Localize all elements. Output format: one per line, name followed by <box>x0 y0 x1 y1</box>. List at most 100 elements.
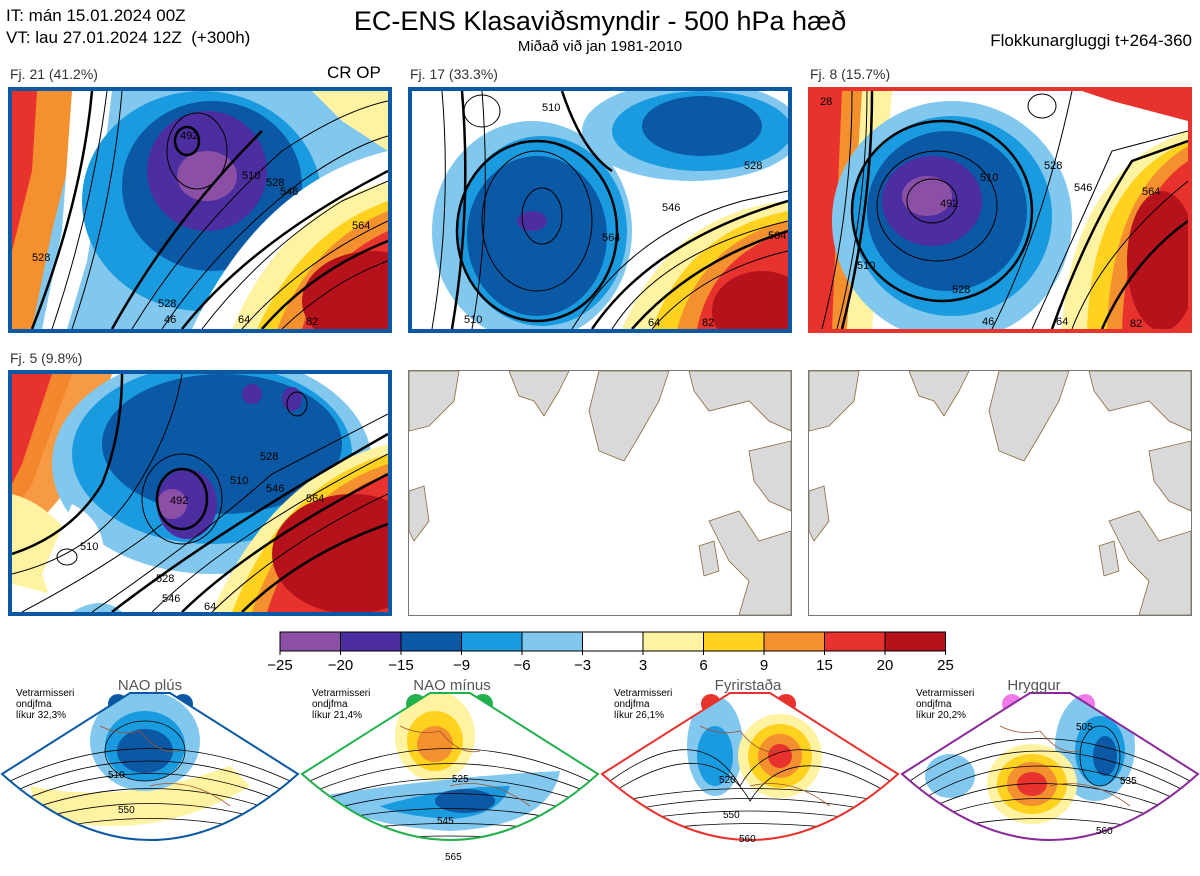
contour-label: 82 <box>702 317 714 329</box>
regime-map: 505 535 560 <box>900 692 1200 841</box>
contour-label: 564 <box>306 493 324 505</box>
regime-name: NAO plús <box>117 677 183 694</box>
contour-label: 546 <box>1074 182 1092 194</box>
colorbar-tick-label: 9 <box>760 657 768 674</box>
cluster-3-field: 28 492 510 528 546 564 510 528 46 64 82 <box>812 91 1188 329</box>
contour-label: 510 <box>230 475 248 487</box>
cluster-3-map[interactable]: 28 492 510 528 546 564 510 528 46 64 82 <box>808 87 1192 333</box>
colorbar-swatch <box>763 631 825 652</box>
contour-label: 550 <box>723 810 740 821</box>
contour-label: 510 <box>242 170 260 182</box>
colorbar-tick-label: −3 <box>574 657 591 674</box>
regime-note: Vetrarmisseri ondjfma líkur 26,1% <box>614 688 673 721</box>
regime-border <box>600 692 900 841</box>
clustering-window: Flokkunargluggi t+264-360 <box>990 31 1192 50</box>
colorbar-tick-label: −15 <box>388 657 413 674</box>
contour-label: 510 <box>464 314 482 326</box>
contour-label: 528 <box>266 177 284 189</box>
contour-label: 528 <box>156 573 174 585</box>
valid-time: VT: lau 27.01.2024 12Z (+300h) <box>6 28 251 47</box>
contour-label: 510 <box>857 260 875 272</box>
contour-label: 492 <box>940 198 958 210</box>
cluster-1-field: 492 510 528 546 564 528 528 46 64 82 <box>12 91 388 329</box>
colorbar-swatch <box>279 631 341 652</box>
cluster-4-map[interactable]: 492 510 528 546 564 510 528 546 64 <box>8 370 392 616</box>
contour-label: 510 <box>80 541 98 553</box>
contour-label: 46 <box>164 314 176 326</box>
cluster-1-tag: CR OP <box>327 63 381 82</box>
cluster-3-label: Fj. 8 (15.7%) <box>810 66 891 82</box>
empty-map-1 <box>408 370 792 616</box>
colorbar-swatch <box>461 631 523 652</box>
regime-name: NAO mínus <box>413 677 491 694</box>
cluster-2-map[interactable]: 510 564 546 528 564 510 64 82 <box>408 87 792 333</box>
contour-label: 64 <box>648 317 660 329</box>
cluster-4-label: Fj. 5 (9.8%) <box>10 350 83 366</box>
colorbar-tick-label: −9 <box>453 657 470 674</box>
contour-label: 528 <box>158 298 176 310</box>
regime-map: 510 550 <box>0 692 300 841</box>
contour-label: 528 <box>260 451 278 463</box>
contour-label: 564 <box>1142 186 1160 198</box>
contour-label: 505 <box>1076 722 1093 733</box>
regime-ridge[interactable]: Vetrarmisseri ondjfma líkur 20,2% Hryggu… <box>900 676 1200 871</box>
colorbar-swatch <box>703 631 765 652</box>
contour-label: 528 <box>1044 160 1062 172</box>
contour-label: 546 <box>280 186 298 198</box>
contour-label: 64 <box>238 314 250 326</box>
colorbar-swatch <box>642 631 704 652</box>
land-outline <box>809 371 1191 615</box>
contour-label: 82 <box>306 316 318 328</box>
initial-time: IT: mán 15.01.2024 00Z <box>6 6 186 25</box>
empty-map-2 <box>808 370 1192 616</box>
cluster-2-label: Fj. 17 (33.3%) <box>410 66 498 82</box>
run-info: IT: mán 15.01.2024 00Z VT: lau 27.01.2024… <box>6 5 250 49</box>
contour-label: 560 <box>1096 826 1113 837</box>
page-title: EC-ENS Klasaviðsmyndir - 500 hPa hæð <box>353 6 847 36</box>
contour-label: 510 <box>542 102 560 114</box>
contour-label: 550 <box>118 805 135 816</box>
cluster-1-map[interactable]: 492 510 528 546 564 528 528 46 64 82 <box>8 87 392 333</box>
colorbar-tick-label: 15 <box>816 657 833 674</box>
regime-border <box>300 692 600 841</box>
contour-label: 528 <box>952 284 970 296</box>
contour-label: 535 <box>1120 776 1137 787</box>
contour-label: 564 <box>352 220 370 232</box>
cluster-4-field: 492 510 528 546 564 510 528 546 64 <box>12 374 388 612</box>
regime-nao-plus[interactable]: Vetrarmisseri ondjfma líkur 32,3% NAO pl… <box>0 676 300 871</box>
contour-label: 545 <box>437 816 454 827</box>
contour-label: 64 <box>204 601 216 612</box>
contour-label: 560 <box>739 834 756 845</box>
regime-name: Fyrirstaða <box>714 677 782 694</box>
cluster-2-field: 510 564 546 528 564 510 64 82 <box>412 91 788 329</box>
regime-blocking[interactable]: Vetrarmisseri ondjfma líkur 26,1% Fyrirs… <box>600 676 900 871</box>
contour-label: 510 <box>108 770 125 781</box>
regime-note: Vetrarmisseri ondjfma líkur 20,2% <box>916 688 975 721</box>
contour-label: 28 <box>820 96 832 108</box>
contour-label: 565 <box>445 852 462 863</box>
regime-name: Hryggur <box>1007 677 1061 694</box>
regime-border <box>900 692 1200 841</box>
colorbar-swatch <box>884 631 946 652</box>
colorbar-swatch <box>521 631 583 652</box>
regime-note: Vetrarmisseri ondjfma líkur 32,3% <box>16 688 75 721</box>
regime-map: 520 550 560 <box>600 692 900 845</box>
contour-label: 546 <box>162 593 180 605</box>
contour-label: 564 <box>768 230 786 242</box>
colorbar: −25 −20 −15 −9 −6 −3 3 6 9 15 20 25 <box>267 631 954 674</box>
contour-label: 64 <box>1056 316 1068 328</box>
colorbar-tick-label: 3 <box>639 657 647 674</box>
regime-map: 525 545 565 <box>300 692 600 863</box>
contour-label: 520 <box>719 775 736 786</box>
contour-label: 528 <box>744 160 762 172</box>
contour-label: 510 <box>980 172 998 184</box>
colorbar-tick-label: 6 <box>699 657 707 674</box>
colorbar-swatch <box>824 631 886 652</box>
colorbar-tick-label: 25 <box>937 657 954 674</box>
regime-nao-minus[interactable]: Vetrarmisseri ondjfma líkur 21,4% NAO mí… <box>300 676 600 871</box>
contour-label: 546 <box>266 483 284 495</box>
cluster-1-label: Fj. 21 (41.2%) <box>10 66 98 82</box>
contour-label: 46 <box>982 316 994 328</box>
land-outline <box>409 371 791 615</box>
colorbar-tick-label: −25 <box>267 657 292 674</box>
